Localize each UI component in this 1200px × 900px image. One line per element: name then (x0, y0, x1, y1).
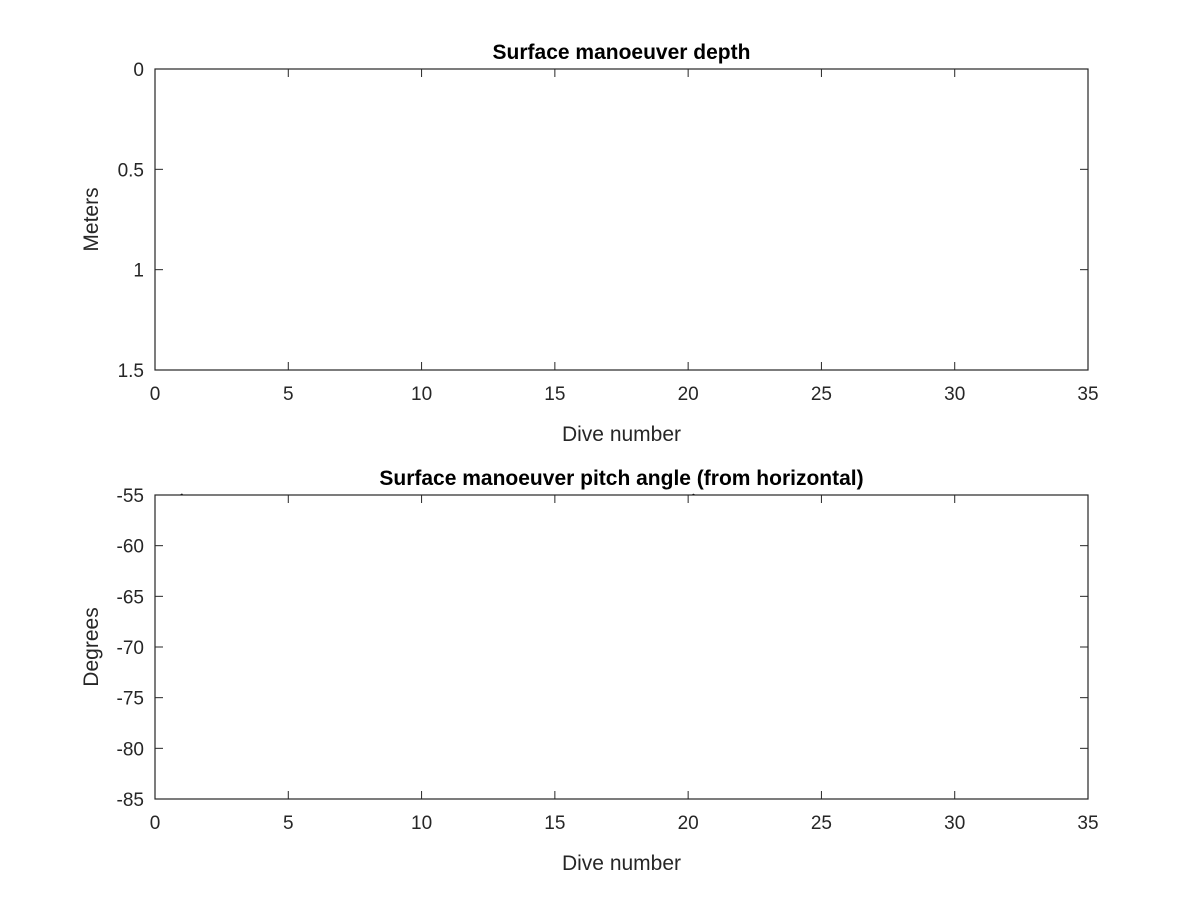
x-tick-label: 30 (944, 384, 965, 405)
chart-title: Surface manoeuver depth (493, 41, 751, 64)
axes-frame (154, 68, 1089, 371)
chart-2: 0 5 10 15 20 25 30 35 -55 -60 -65 -70 -75 -80 -85 Surfa… (80, 467, 1099, 875)
y-tick-label: -75 (117, 689, 144, 710)
y-tick-label: 0.5 (118, 160, 144, 181)
y-tick-label: -70 (117, 638, 144, 659)
x-tick-label: 15 (544, 813, 565, 834)
x-tick-label: 5 (283, 813, 294, 834)
x-tick-label: 15 (544, 384, 565, 405)
x-axis-label: Dive number (562, 852, 681, 875)
x-tick-label: 30 (944, 813, 965, 834)
y-tick-label: -60 (117, 537, 144, 558)
x-tick-label: 20 (678, 384, 699, 405)
x-axis-label: Dive number (562, 423, 681, 446)
x-tick-label: 25 (811, 384, 832, 405)
y-tick-label: -55 (117, 486, 144, 507)
y-axis-label: Meters (80, 187, 103, 251)
x-tick-label: 35 (1077, 384, 1098, 405)
y-tick-label: 1.5 (118, 361, 144, 382)
x-tick-label: 5 (283, 384, 294, 405)
x-tick-label: 0 (150, 384, 161, 405)
x-tick-label: 35 (1077, 813, 1098, 834)
y-tick-label: -80 (117, 739, 144, 760)
x-tick-label: 20 (678, 813, 699, 834)
y-tick-label: -65 (117, 587, 144, 608)
chart-title: Surface manoeuver pitch angle (from hori… (379, 467, 863, 490)
y-tick-label: -85 (117, 790, 144, 811)
x-tick-label: 10 (411, 384, 432, 405)
x-tick-label: 10 (411, 813, 432, 834)
y-axis-label: Degrees (80, 607, 103, 686)
y-tick-label: 1 (133, 261, 144, 282)
chart-1: 0 5 10 15 20 25 30 35 0 0.5 1 1.5 Surface manoeuver … (80, 41, 1099, 446)
y-tick-label: 0 (133, 60, 144, 81)
x-tick-label: 25 (811, 813, 832, 834)
x-tick-label: 0 (150, 813, 161, 834)
axes-frame (154, 494, 1089, 800)
